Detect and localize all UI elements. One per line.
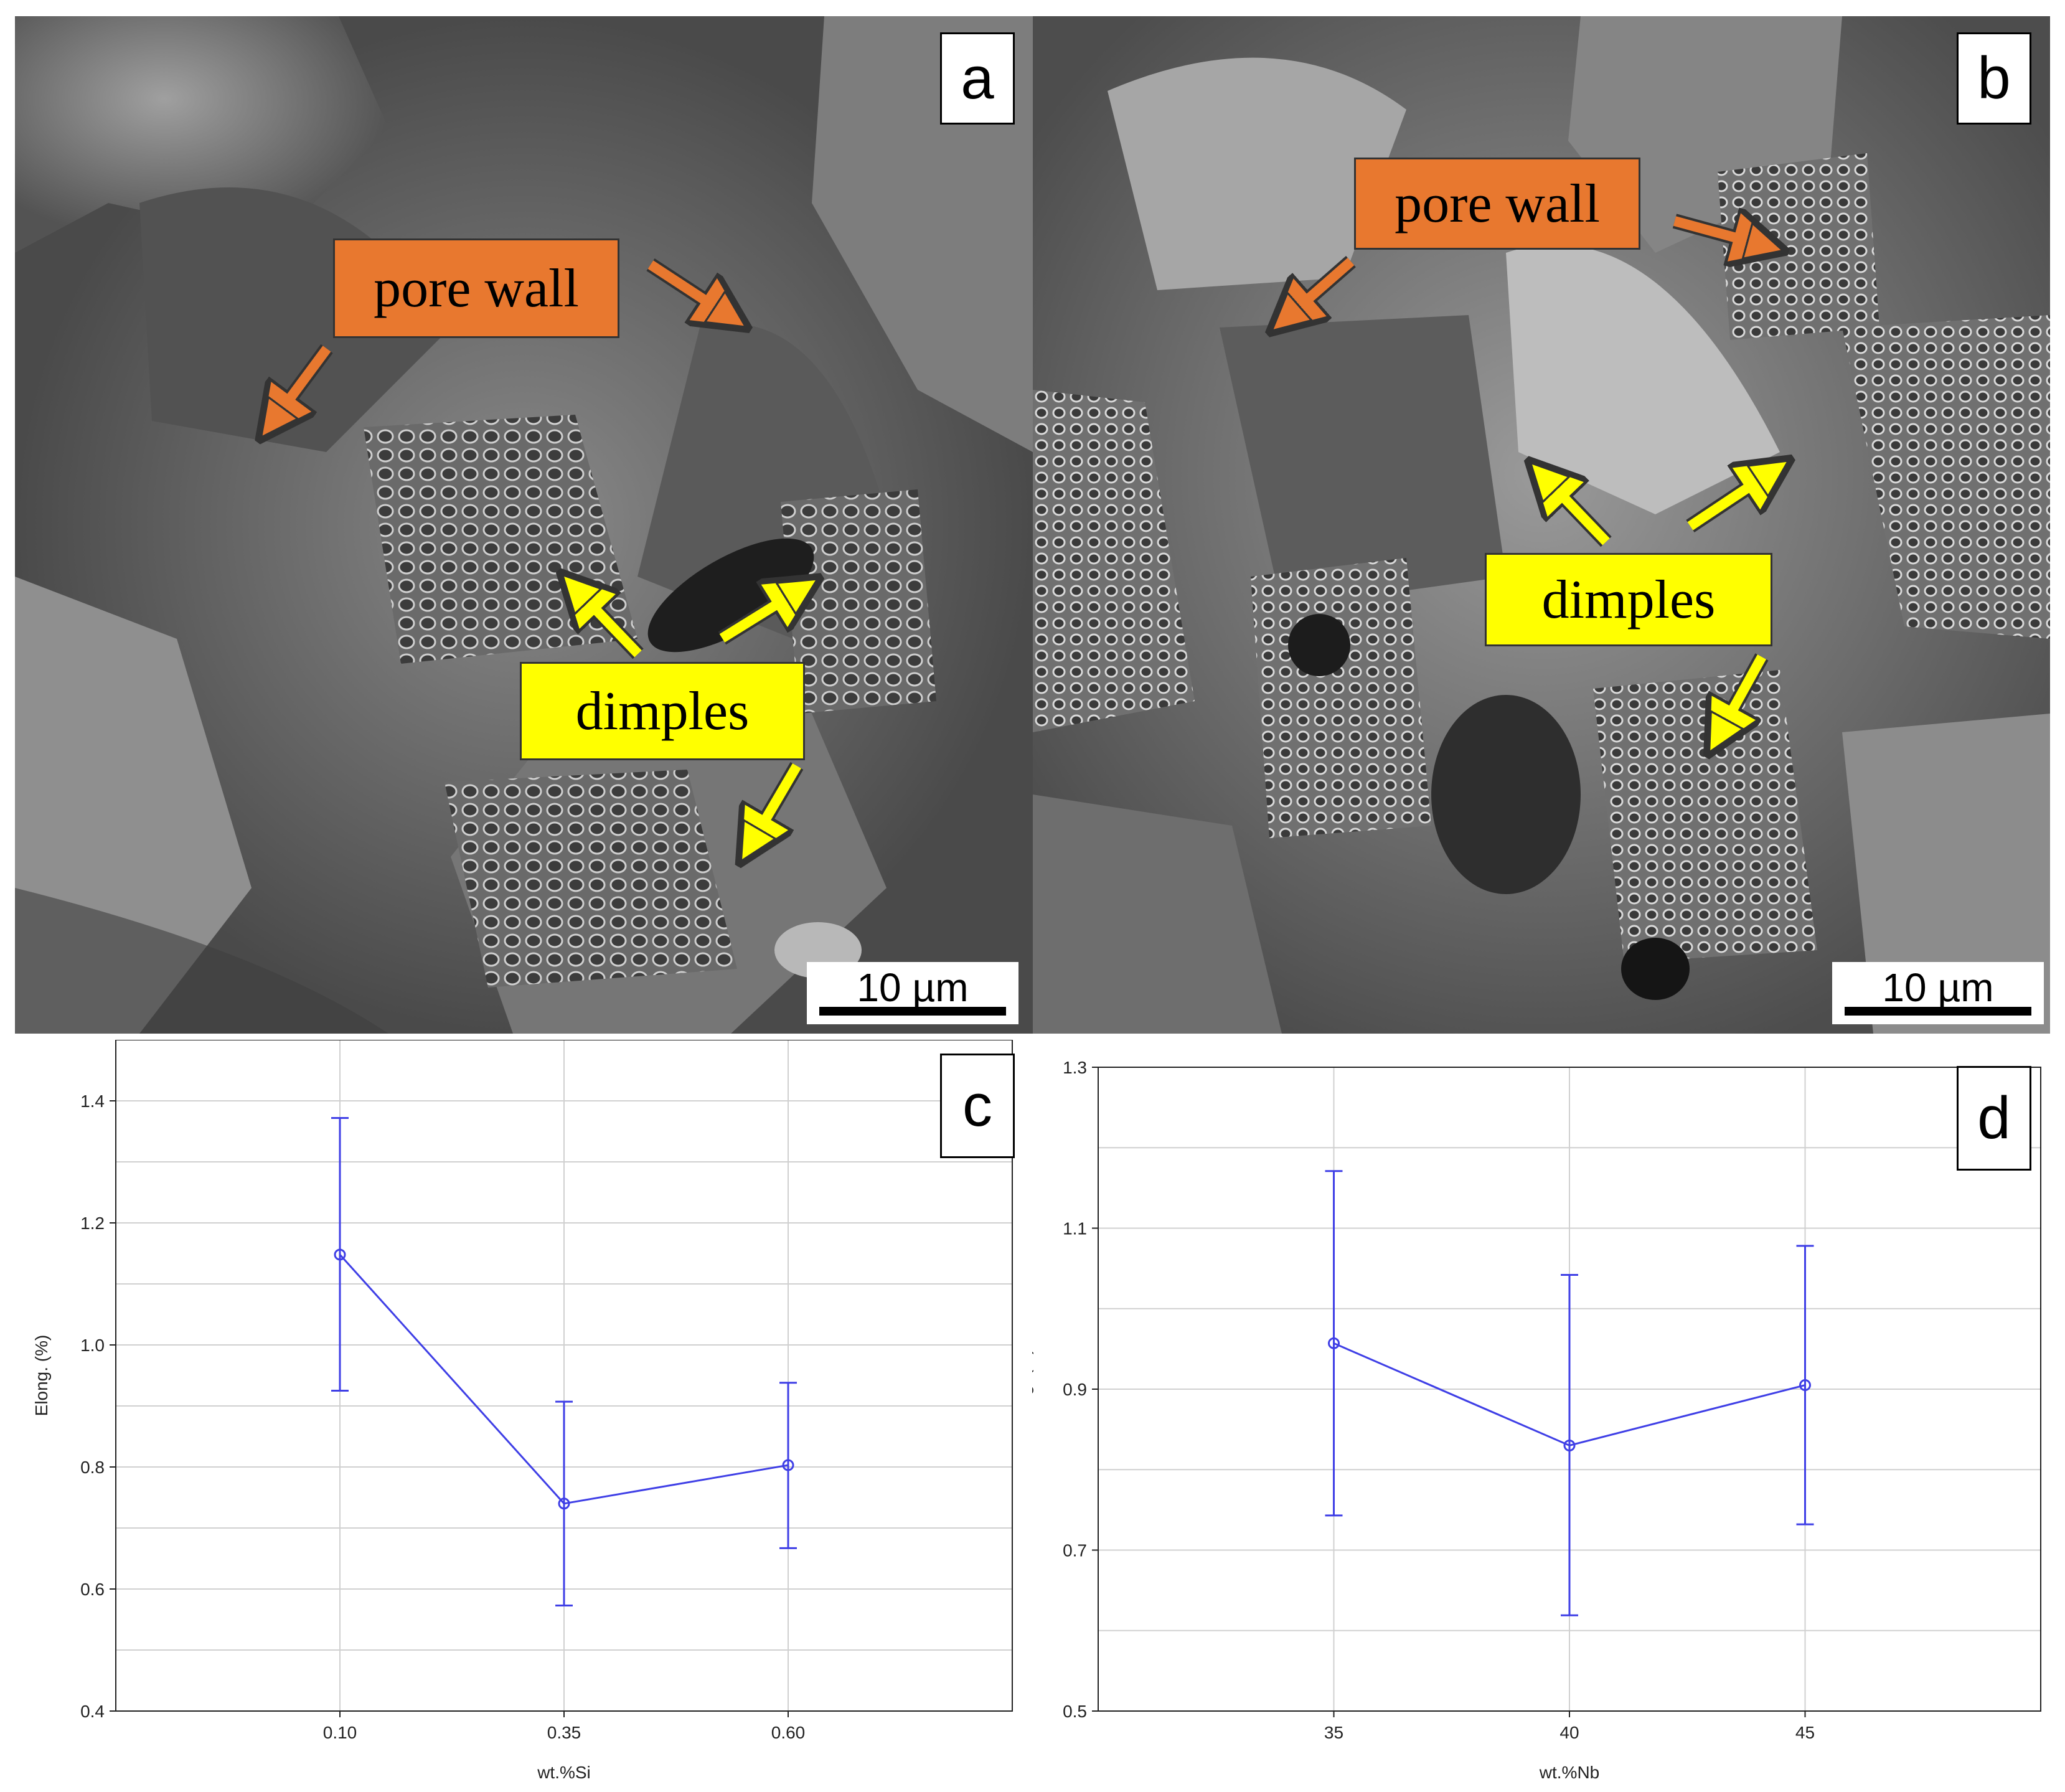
sem-image-a [15,16,1033,1034]
data-point [782,1459,794,1471]
y-tick-label: 1.0 [80,1336,105,1355]
x-tick-label: 35 [1324,1723,1343,1742]
chart-d-svg: 0.5 0.7 0.9 1.1 1.3 35 40 45 wt.%Nb Elong. (%) [1032,1058,2041,1782]
y-tick-label: 1.4 [80,1092,105,1111]
x-axis-label: wt.%Nb [1539,1763,1599,1782]
panel-d-label: d [1957,1066,2031,1171]
y-tick-label: 0.9 [1063,1380,1087,1399]
y-tick-label: 0.5 [1063,1702,1087,1721]
scale-bar-b: 10 µm [1832,962,2044,1024]
panel-a-label: a [940,32,1015,125]
y-tick-label: 1.2 [80,1214,105,1233]
y-axis-label: Elong. (%) [32,1335,51,1417]
chart-d: 0.5 0.7 0.9 1.1 1.3 35 40 45 wt.%Nb Elong. (%) [1032,1040,2065,1792]
pore-wall-tag-b: pore wall [1354,158,1640,250]
y-axis-label: Elong. (%) [1032,1349,1033,1430]
x-tick-label: 0.35 [547,1723,581,1742]
scale-bar-label-b: 10 µm [1882,965,1994,1010]
sem-texture-a [15,16,1033,1034]
x-axis-label: wt.%Si [537,1763,591,1782]
x-tick-label: 45 [1795,1723,1815,1742]
data-point [558,1497,570,1510]
y-tick-label: 0.8 [80,1458,105,1477]
dimples-tag-b: dimples [1485,553,1772,646]
y-tick-label: 0.6 [80,1580,105,1599]
scale-bar-label-a: 10 µm [857,965,969,1010]
panel-c-letter: c [962,1072,992,1139]
panel-b-label: b [1957,32,2031,125]
chart-c-svg: 0.4 0.6 0.8 1.0 1.2 1.4 0.10 0.35 0.60 wt.%Si Elon… [32,1040,1013,1782]
scale-bar-line-b [1845,1007,2031,1016]
y-tick-label: 0.4 [80,1702,105,1721]
data-point [334,1248,346,1261]
dimples-tag-a: dimples [520,662,805,760]
panel-d-letter: d [1977,1085,2011,1151]
data-point [1563,1439,1576,1451]
chart-c: 0.4 0.6 0.8 1.0 1.2 1.4 0.10 0.35 0.60 wt.%Si Elon… [0,1040,1032,1792]
y-tick-label: 1.1 [1063,1219,1087,1238]
data-point [1328,1337,1340,1349]
data-point [1799,1379,1811,1392]
panel-c-label: c [940,1054,1015,1158]
y-tick-label: 0.7 [1063,1541,1087,1560]
scale-bar-line-a [819,1007,1006,1016]
y-tick-label: 1.3 [1063,1058,1087,1077]
x-tick-label: 40 [1559,1723,1579,1742]
x-tick-label: 0.10 [323,1723,357,1742]
scale-bar-a: 10 µm [807,962,1018,1024]
pore-wall-tag-a: pore wall [333,238,619,338]
x-tick-label: 0.60 [771,1723,806,1742]
